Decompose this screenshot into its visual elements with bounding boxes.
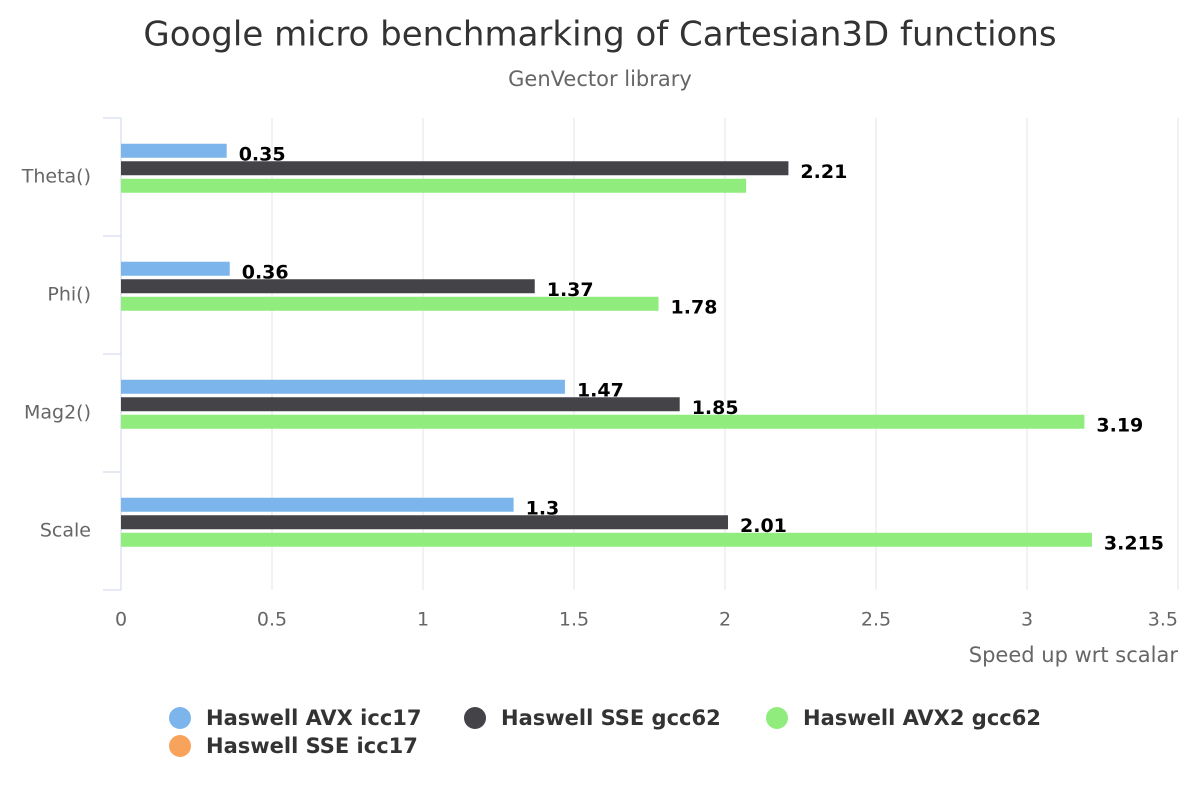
x-tick-label: 0.5 xyxy=(257,609,287,631)
bar xyxy=(121,532,1092,547)
legend-label: Haswell SSE icc17 xyxy=(206,734,418,758)
x-tick-label: 1 xyxy=(417,609,429,631)
x-tick-label: 1.5 xyxy=(559,609,589,631)
bar xyxy=(121,279,535,294)
chart-subtitle: GenVector library xyxy=(508,67,692,91)
bar xyxy=(121,161,789,176)
legend-label: Haswell AVX2 gcc62 xyxy=(803,706,1041,730)
data-label: 1.78 xyxy=(671,296,718,318)
bar xyxy=(121,261,230,276)
x-tick-label: 2.5 xyxy=(861,609,891,631)
bar xyxy=(121,497,514,512)
data-label: 3.19 xyxy=(1096,414,1143,436)
x-tick-label: 3 xyxy=(1021,609,1033,631)
bar xyxy=(121,296,659,311)
legend-marker xyxy=(169,707,191,729)
bar xyxy=(121,515,729,530)
legend-label: Haswell AVX icc17 xyxy=(206,706,422,730)
bar xyxy=(121,379,565,394)
y-tick-label: Mag2() xyxy=(24,402,91,424)
data-label: 2.21 xyxy=(800,161,847,183)
bar xyxy=(121,178,747,193)
legend-marker xyxy=(464,707,486,729)
x-tick-label: 0 xyxy=(115,609,127,631)
bar xyxy=(121,414,1085,429)
data-label: 3.215 xyxy=(1104,532,1164,554)
x-axis-title: Speed up wrt scalar xyxy=(969,643,1179,667)
chart-title: Google micro benchmarking of Cartesian3D… xyxy=(143,15,1056,55)
legend-label: Haswell SSE gcc62 xyxy=(501,706,721,730)
bar xyxy=(121,397,680,412)
y-tick-label: Theta() xyxy=(21,166,91,188)
y-tick-label: Phi() xyxy=(47,284,91,306)
legend-marker xyxy=(169,735,191,757)
legend-marker xyxy=(766,707,788,729)
x-tick-label: 2 xyxy=(719,609,731,631)
x-tick-label: 3.5 xyxy=(1148,609,1178,631)
bar xyxy=(121,143,227,158)
y-tick-label: Scale xyxy=(40,520,91,542)
